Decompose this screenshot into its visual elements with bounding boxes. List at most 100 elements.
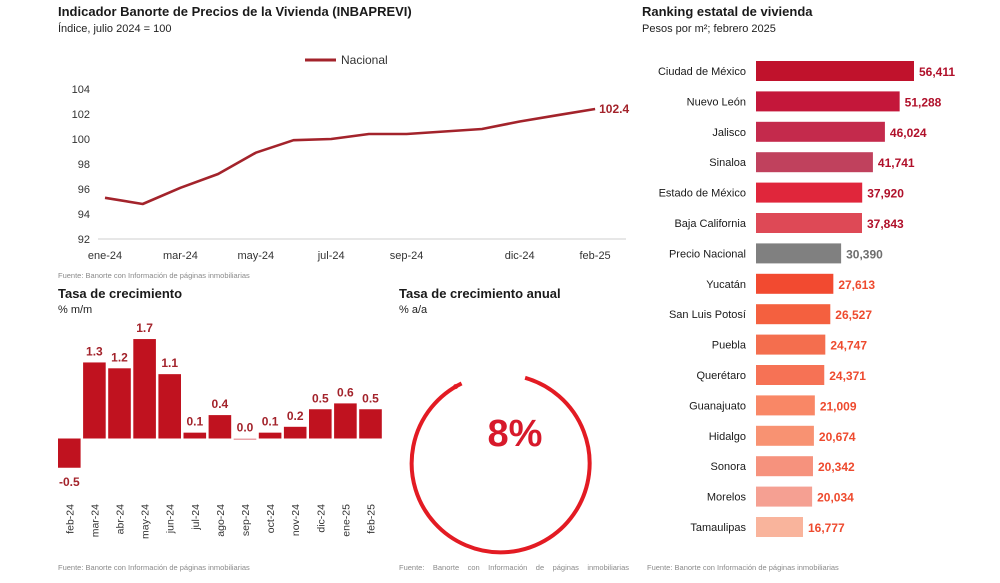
ranking-value-label: 24,747 [830,339,867,353]
ranking-category-label: Querétaro [696,370,746,382]
ranking-category-label: Hidalgo [709,431,746,443]
y-tick-label: 98 [78,159,90,171]
ranking-category-label: Ciudad de México [658,66,746,78]
x-tick-label: feb-25 [579,250,610,262]
growth-value-label: 0.4 [212,397,229,411]
ranking-value-label: 30,390 [846,247,883,261]
ranking-value-label: 20,342 [818,460,855,474]
y-tick-label: 102 [72,109,90,121]
growth-category-label: mar-24 [89,504,101,537]
ranking-bar [756,334,826,355]
y-tick-label: 92 [78,234,90,246]
gauge-ring [409,375,592,555]
growth-bar [309,409,332,439]
ranking-bar [756,213,862,233]
ranking-bar [756,425,814,446]
line-chart-subtitle: Índice, julio 2024 = 100 [58,23,172,35]
growth-category-label: jun-24 [165,504,177,534]
growth-bar [359,409,382,439]
ranking-bar [756,243,842,264]
growth-value-label: 0.0 [237,421,254,435]
growth-chart: -0.5 feb-24 1.3 mar-24 1.2 abr-24 1.7 may-24 1.1… [58,321,382,539]
x-tick-label: may-24 [237,250,274,262]
ranking-category-label: Tamaulipas [690,522,746,534]
growth-value-label: 0.2 [287,409,304,423]
line-chart-source: Fuente: Banorte con Información de págin… [58,271,250,280]
growth-value-label: -0.5 [59,475,80,489]
ranking-bar [756,152,873,173]
growth-category-label: feb-24 [64,504,76,534]
growth-chart-title: Tasa de crecimiento [58,286,183,301]
ranking-value-label: 56,411 [919,65,955,79]
y-tick-label: 104 [72,84,90,96]
growth-category-label: oct-24 [265,504,277,533]
legend-label: Nacional [341,53,388,67]
ranking-bar [756,182,863,203]
growth-bar [58,438,81,468]
x-tick-label: sep-24 [390,250,424,262]
growth-bar [258,432,282,439]
ranking-category-label: Precio Nacional [669,248,746,260]
growth-value-label: 1.3 [86,344,103,358]
ranking-chart-title: Ranking estatal de vivienda [642,4,813,19]
growth-bar [133,339,156,439]
ranking-chart-source: Fuente: Banorte con Información de págin… [647,563,839,572]
y-tick-label: 94 [78,209,90,221]
ranking-category-label: Jalisco [712,127,746,139]
growth-bar [183,432,207,439]
ranking-value-label: 41,741 [878,156,915,170]
growth-category-label: feb-25 [366,504,378,534]
growth-value-label: 0.5 [362,391,379,405]
growth-value-label: 0.5 [312,391,329,405]
growth-category-label: dic-24 [315,504,327,533]
growth-bar [334,403,357,439]
annual-gauge [409,375,592,555]
ranking-value-label: 51,288 [905,95,942,109]
ranking-value-label: 46,024 [890,126,927,140]
x-tick-label: dic-24 [505,250,535,262]
ranking-value-label: 24,371 [829,369,866,383]
ranking-chart: Ciudad de México 56,411 Nuevo León 51,288 Ja… [658,61,955,537]
ranking-value-label: 20,034 [817,491,854,505]
ranking-bar [756,91,900,112]
gauge-value: 8% [487,413,543,455]
ranking-category-label: Puebla [712,340,747,352]
ranking-bar [756,61,914,81]
ranking-value-label: 20,674 [819,430,856,444]
ranking-category-label: Estado de México [659,188,746,200]
x-tick-label: ene-24 [88,250,122,262]
growth-value-label: 1.2 [111,350,128,364]
ranking-value-label: 16,777 [808,521,845,535]
ranking-category-label: Sonora [711,461,747,473]
ranking-bar [756,517,803,537]
ranking-category-label: Baja California [674,218,746,230]
ranking-value-label: 27,613 [838,278,875,292]
growth-value-label: 1.1 [161,356,178,370]
growth-category-label: nov-24 [290,504,302,536]
ranking-category-label: Morelos [707,492,747,504]
growth-bar [283,426,307,439]
growth-category-label: abr-24 [115,504,127,535]
growth-chart-subtitle: % m/m [58,304,93,316]
growth-bar [108,368,131,439]
ranking-bar [756,456,813,477]
ranking-category-label: Guanajuato [689,400,746,412]
ranking-category-label: San Luis Potosí [669,309,746,321]
growth-category-label: sep-24 [240,504,252,536]
line-chart-title: Indicador Banorte de Precios de la Vivie… [58,4,412,19]
growth-bar [158,374,181,439]
ranking-bar [756,304,831,325]
growth-value-label: 0.1 [186,415,203,429]
ranking-category-label: Nuevo León [687,96,746,108]
ranking-category-label: Yucatán [706,279,746,291]
ranking-bar [756,486,813,507]
annual-chart-source: Fuente: Banorte con Información de págin… [399,563,629,572]
growth-bar [83,362,106,439]
growth-category-label: jul-24 [190,504,202,531]
annual-chart-subtitle: % a/a [399,304,428,316]
y-tick-label: 96 [78,184,90,196]
growth-chart-source: Fuente: Banorte con Información de págin… [58,563,250,572]
x-tick-label: mar-24 [163,250,198,262]
ranking-bar [756,121,885,142]
ranking-bar [756,365,825,385]
